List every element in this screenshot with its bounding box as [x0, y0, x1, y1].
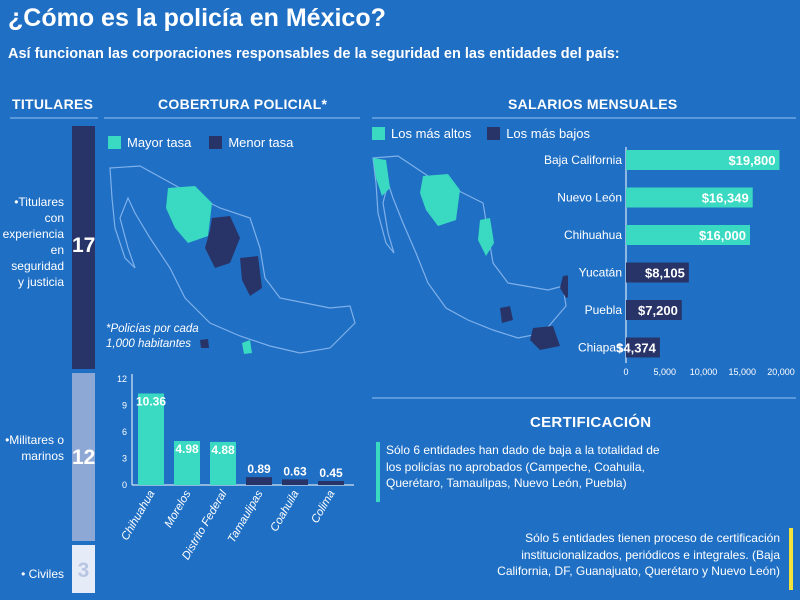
bar — [138, 393, 164, 485]
legend-label: Los más altos — [391, 126, 472, 141]
salarios-bar-chart: $19,800 Baja California $16,349 Nuevo León $… — [544, 147, 795, 377]
bar-value-label: $8,105 — [645, 266, 685, 281]
y-tick-label: 12 — [117, 374, 127, 384]
bar — [626, 262, 689, 283]
bar-value-label: 10.36 — [136, 394, 166, 408]
divider — [104, 117, 360, 119]
titulares-value-2: 12 — [72, 446, 96, 469]
titulares-bar-mid — [72, 373, 95, 541]
certificacion-header: CERTIFICACIÓN — [530, 414, 652, 431]
x-tick-label: 10,000 — [690, 367, 718, 377]
page-subtitle: Así funcionan las corporaciones responsa… — [8, 46, 620, 62]
titulares-value-3: 3 — [77, 559, 90, 582]
titulares-bar-low — [72, 545, 95, 593]
titulares-label-3: • Civiles — [21, 567, 64, 581]
x-tick-label: 5,000 — [653, 367, 676, 377]
bar-value-label: 0.63 — [283, 464, 307, 478]
x-tick-label: 0 — [623, 367, 628, 377]
y-tick-label: 0 — [122, 480, 127, 490]
titulares-value-1: 17 — [72, 234, 96, 257]
x-tick-label: 15,000 — [728, 367, 756, 377]
mexico-map-icon — [109, 165, 356, 354]
legend-label: Menor tasa — [228, 135, 294, 150]
x-category-label: Chihuahua — [119, 489, 157, 543]
y-category-label: Yucatán — [579, 266, 622, 280]
y-tick-label: 3 — [122, 454, 127, 464]
x-category-label: Coahuila — [269, 489, 302, 534]
cobertura-header: COBERTURA POLICIAL* — [158, 96, 328, 112]
x-category-label: Morelos — [163, 488, 194, 530]
y-category-label: Chiapas — [578, 341, 622, 355]
bar — [626, 150, 780, 170]
page-title: ¿Cómo es la policía en México? — [8, 4, 386, 32]
mexico-map-icon — [372, 155, 568, 350]
titulares-header: TITULARES — [12, 96, 94, 112]
cobertura-legend: Mayor tasa Menor tasa — [108, 135, 293, 150]
bar-value-label: 4.98 — [175, 442, 199, 456]
x-tick-label: 20,000 — [767, 367, 795, 377]
legend-swatch-navy — [209, 136, 223, 149]
certificacion-text-1: Sólo 6 entidades han dado de baja a la t… — [386, 443, 660, 490]
cert-accent-yellow — [789, 528, 793, 590]
x-category-label: Tamaulipas — [226, 488, 266, 545]
bar-value-label: $19,800 — [728, 153, 775, 168]
divider — [372, 397, 796, 399]
y-category-label: Nuevo León — [557, 191, 622, 205]
legend-swatch-navy — [487, 127, 501, 140]
salarios-header: SALARIOS MENSUALES — [508, 96, 678, 112]
bar-value-label: $4,374 — [616, 341, 657, 356]
y-category-label: Baja California — [544, 153, 622, 167]
bar — [246, 477, 272, 485]
bar — [626, 300, 682, 320]
cert-accent-teal — [376, 442, 380, 502]
titulares-bar-top — [72, 126, 95, 369]
bar-value-label: 0.45 — [319, 466, 343, 480]
y-category-label: Puebla — [585, 303, 623, 317]
bar — [626, 187, 753, 208]
bar — [318, 481, 344, 485]
bar-value-label: 0.89 — [247, 462, 271, 476]
bar — [174, 441, 200, 485]
salarios-legend: Los más altos Los más bajos — [372, 126, 590, 141]
legend-swatch-teal — [372, 127, 385, 140]
titulares-label-1: •Titulares con experiencia en seguridad … — [2, 195, 64, 289]
bar — [210, 441, 236, 485]
bar — [626, 337, 660, 358]
titulares-label-2: •Militares o marinos — [5, 433, 64, 463]
divider — [10, 117, 98, 119]
bar-value-label: $7,200 — [638, 303, 678, 318]
x-category-label: Colima — [309, 489, 337, 526]
y-category-label: Chihuahua — [564, 228, 622, 242]
y-tick-label: 6 — [122, 427, 127, 437]
bar-value-label: 4.88 — [211, 443, 235, 457]
y-tick-label: 9 — [122, 401, 127, 411]
certificacion-text-2: Sólo 5 entidades tienen proceso de certi… — [497, 531, 780, 578]
bar — [282, 479, 308, 485]
bar-value-label: $16,349 — [702, 191, 749, 206]
cobertura-note: *Policías por cada 1,000 habitantes — [106, 323, 199, 350]
divider — [372, 117, 796, 119]
legend-swatch-teal — [108, 136, 121, 149]
bar — [626, 225, 750, 245]
legend-label: Los más bajos — [506, 126, 591, 141]
legend-label: Mayor tasa — [127, 135, 192, 150]
bar-value-label: $16,000 — [699, 228, 746, 243]
cobertura-bar-chart: 03691210.36Chihuahua4.98Morelos4.88Distr… — [117, 374, 354, 562]
